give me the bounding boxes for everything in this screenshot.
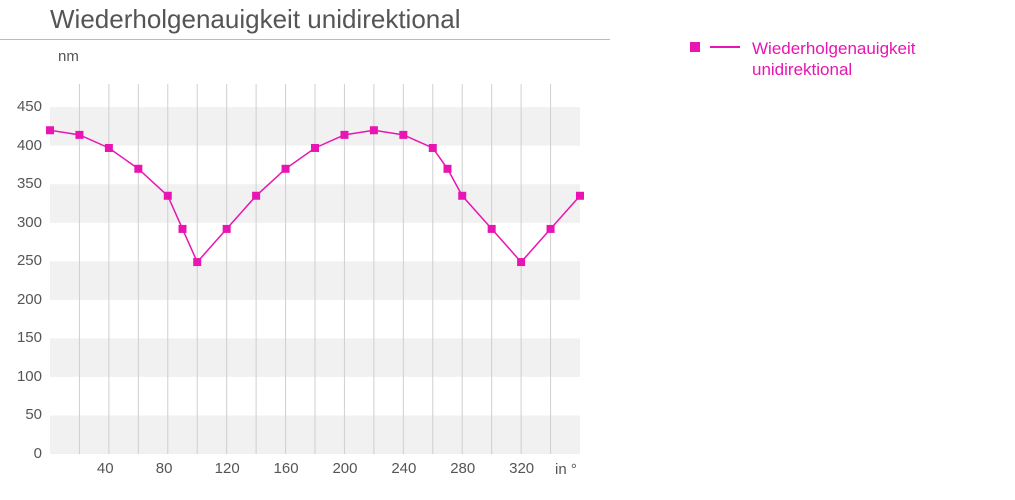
series-marker [458,192,466,200]
x-tick-label: 40 [97,460,114,477]
series-marker [223,225,231,233]
series-marker [134,165,142,173]
series-marker [370,126,378,134]
chart-container: Wiederholgenauigkeit unidirektional nm 0… [0,0,1015,500]
legend-marker-icon [690,42,700,52]
y-tick-label: 200 [17,291,42,308]
series-marker [179,225,187,233]
y-axis-label: nm [58,48,79,65]
x-tick-label: 320 [509,460,534,477]
legend: Wiederholgenauigkeit unidirektional [690,38,972,81]
x-tick-label: 280 [450,460,475,477]
series-marker [576,192,584,200]
chart-title: Wiederholgenauigkeit unidirektional [50,4,460,35]
series-marker [517,258,525,266]
series-marker [75,131,83,139]
y-tick-label: 350 [17,175,42,192]
series-marker [311,144,319,152]
series-marker [164,192,172,200]
series-marker [252,192,260,200]
x-tick-label: 200 [332,460,357,477]
legend-label: Wiederholgenauigkeit unidirektional [752,38,972,81]
legend-line-icon [710,46,740,48]
series-marker [488,225,496,233]
y-tick-label: 100 [17,368,42,385]
y-tick-label: 300 [17,214,42,231]
y-tick-label: 250 [17,252,42,269]
x-tick-label: 240 [391,460,416,477]
x-tick-label: 80 [156,460,173,477]
x-tick-label: 120 [215,460,240,477]
y-tick-label: 400 [17,137,42,154]
y-tick-label: 0 [34,445,42,462]
legend-swatch [690,38,740,52]
y-tick-label: 50 [25,406,42,423]
title-underline [0,39,610,40]
series-marker [340,131,348,139]
plot-area [50,84,580,454]
series-marker [444,165,452,173]
series-marker [105,144,113,152]
y-tick-label: 150 [17,329,42,346]
series-marker [193,258,201,266]
y-tick-label: 450 [17,98,42,115]
series-marker [429,144,437,152]
series-marker [46,126,54,134]
series-marker [282,165,290,173]
series-marker [547,225,555,233]
x-axis-label: in ° [555,461,577,478]
x-tick-label: 160 [274,460,299,477]
series-marker [399,131,407,139]
